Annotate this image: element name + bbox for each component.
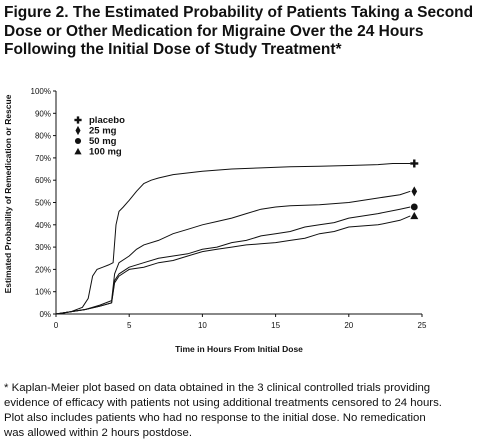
legend-label-1: 25 mg <box>89 126 117 137</box>
legend-marker-1 <box>75 125 81 136</box>
x-tick-label: 25 <box>418 321 427 330</box>
x-tick-label: 20 <box>344 321 353 330</box>
y-axis-label: Estimated Probability of Remedication or… <box>3 94 13 293</box>
legend-marker-2 <box>74 137 82 145</box>
plus-marker-v <box>76 116 80 124</box>
legend-marker-0 <box>74 116 82 124</box>
chart-ticks: 0% 10% 20% 30% 40% 50% 60% 70% 80% 90% 100% 0 5 10 15 2… <box>31 87 427 330</box>
y-tick-label: 0% <box>39 310 51 319</box>
series-line-3 <box>55 215 411 315</box>
y-tick-label: 70% <box>35 154 51 163</box>
series-end-marker-3 <box>410 211 419 220</box>
x-tick-label: 0 <box>54 321 59 330</box>
footnote-line-3: Plot also includes patients who had no r… <box>4 412 426 424</box>
y-tick-label: 10% <box>35 288 51 297</box>
y-tick-label: 60% <box>35 176 51 185</box>
x-tick-label: 10 <box>198 321 207 330</box>
y-tick-label: 30% <box>35 243 51 252</box>
legend-label-3: 100 mg <box>89 147 122 158</box>
x-axis-label: Time in Hours From Initial Dose <box>175 344 303 354</box>
chart-series <box>55 159 419 315</box>
title-line-2: Dose or Other Medication for Migraine Ov… <box>4 22 424 40</box>
y-tick-label: 50% <box>35 199 51 208</box>
legend-label-0: placebo <box>89 115 125 126</box>
y-tick-label: 40% <box>35 221 51 230</box>
y-tick-label: 100% <box>31 87 51 96</box>
series-line-2 <box>55 206 411 315</box>
y-tick-label: 20% <box>35 265 51 274</box>
footnote-line-1: * Kaplan-Meier plot based on data obtain… <box>4 382 431 394</box>
y-tick-label: 80% <box>35 132 51 141</box>
legend-label-2: 50 mg <box>89 136 117 147</box>
series-end-marker-1 <box>411 186 418 197</box>
plus-marker-v <box>413 159 416 168</box>
series-line-1 <box>55 190 411 315</box>
x-tick-label: 5 <box>127 321 132 330</box>
y-tick-label: 90% <box>35 109 51 118</box>
series-line-0 <box>55 163 411 315</box>
figure-title: Figure 2. The Estimated Probability of P… <box>4 4 476 60</box>
footnote: * Kaplan-Meier plot based on data obtain… <box>4 381 478 441</box>
legend-marker-3 <box>74 147 82 155</box>
footnote-line-4: was allowed within 2 hours postdose. <box>4 427 193 439</box>
title-line-3: Following the Initial Dose of Study Trea… <box>4 41 342 58</box>
title-line-1: Figure 2. The Estimated Probability of P… <box>4 4 474 21</box>
x-tick-label: 15 <box>271 321 280 330</box>
series-end-marker-2 <box>410 203 418 211</box>
footnote-line-2: evidence of efficacy with patients not u… <box>4 397 442 409</box>
series-end-marker-0 <box>410 159 419 168</box>
